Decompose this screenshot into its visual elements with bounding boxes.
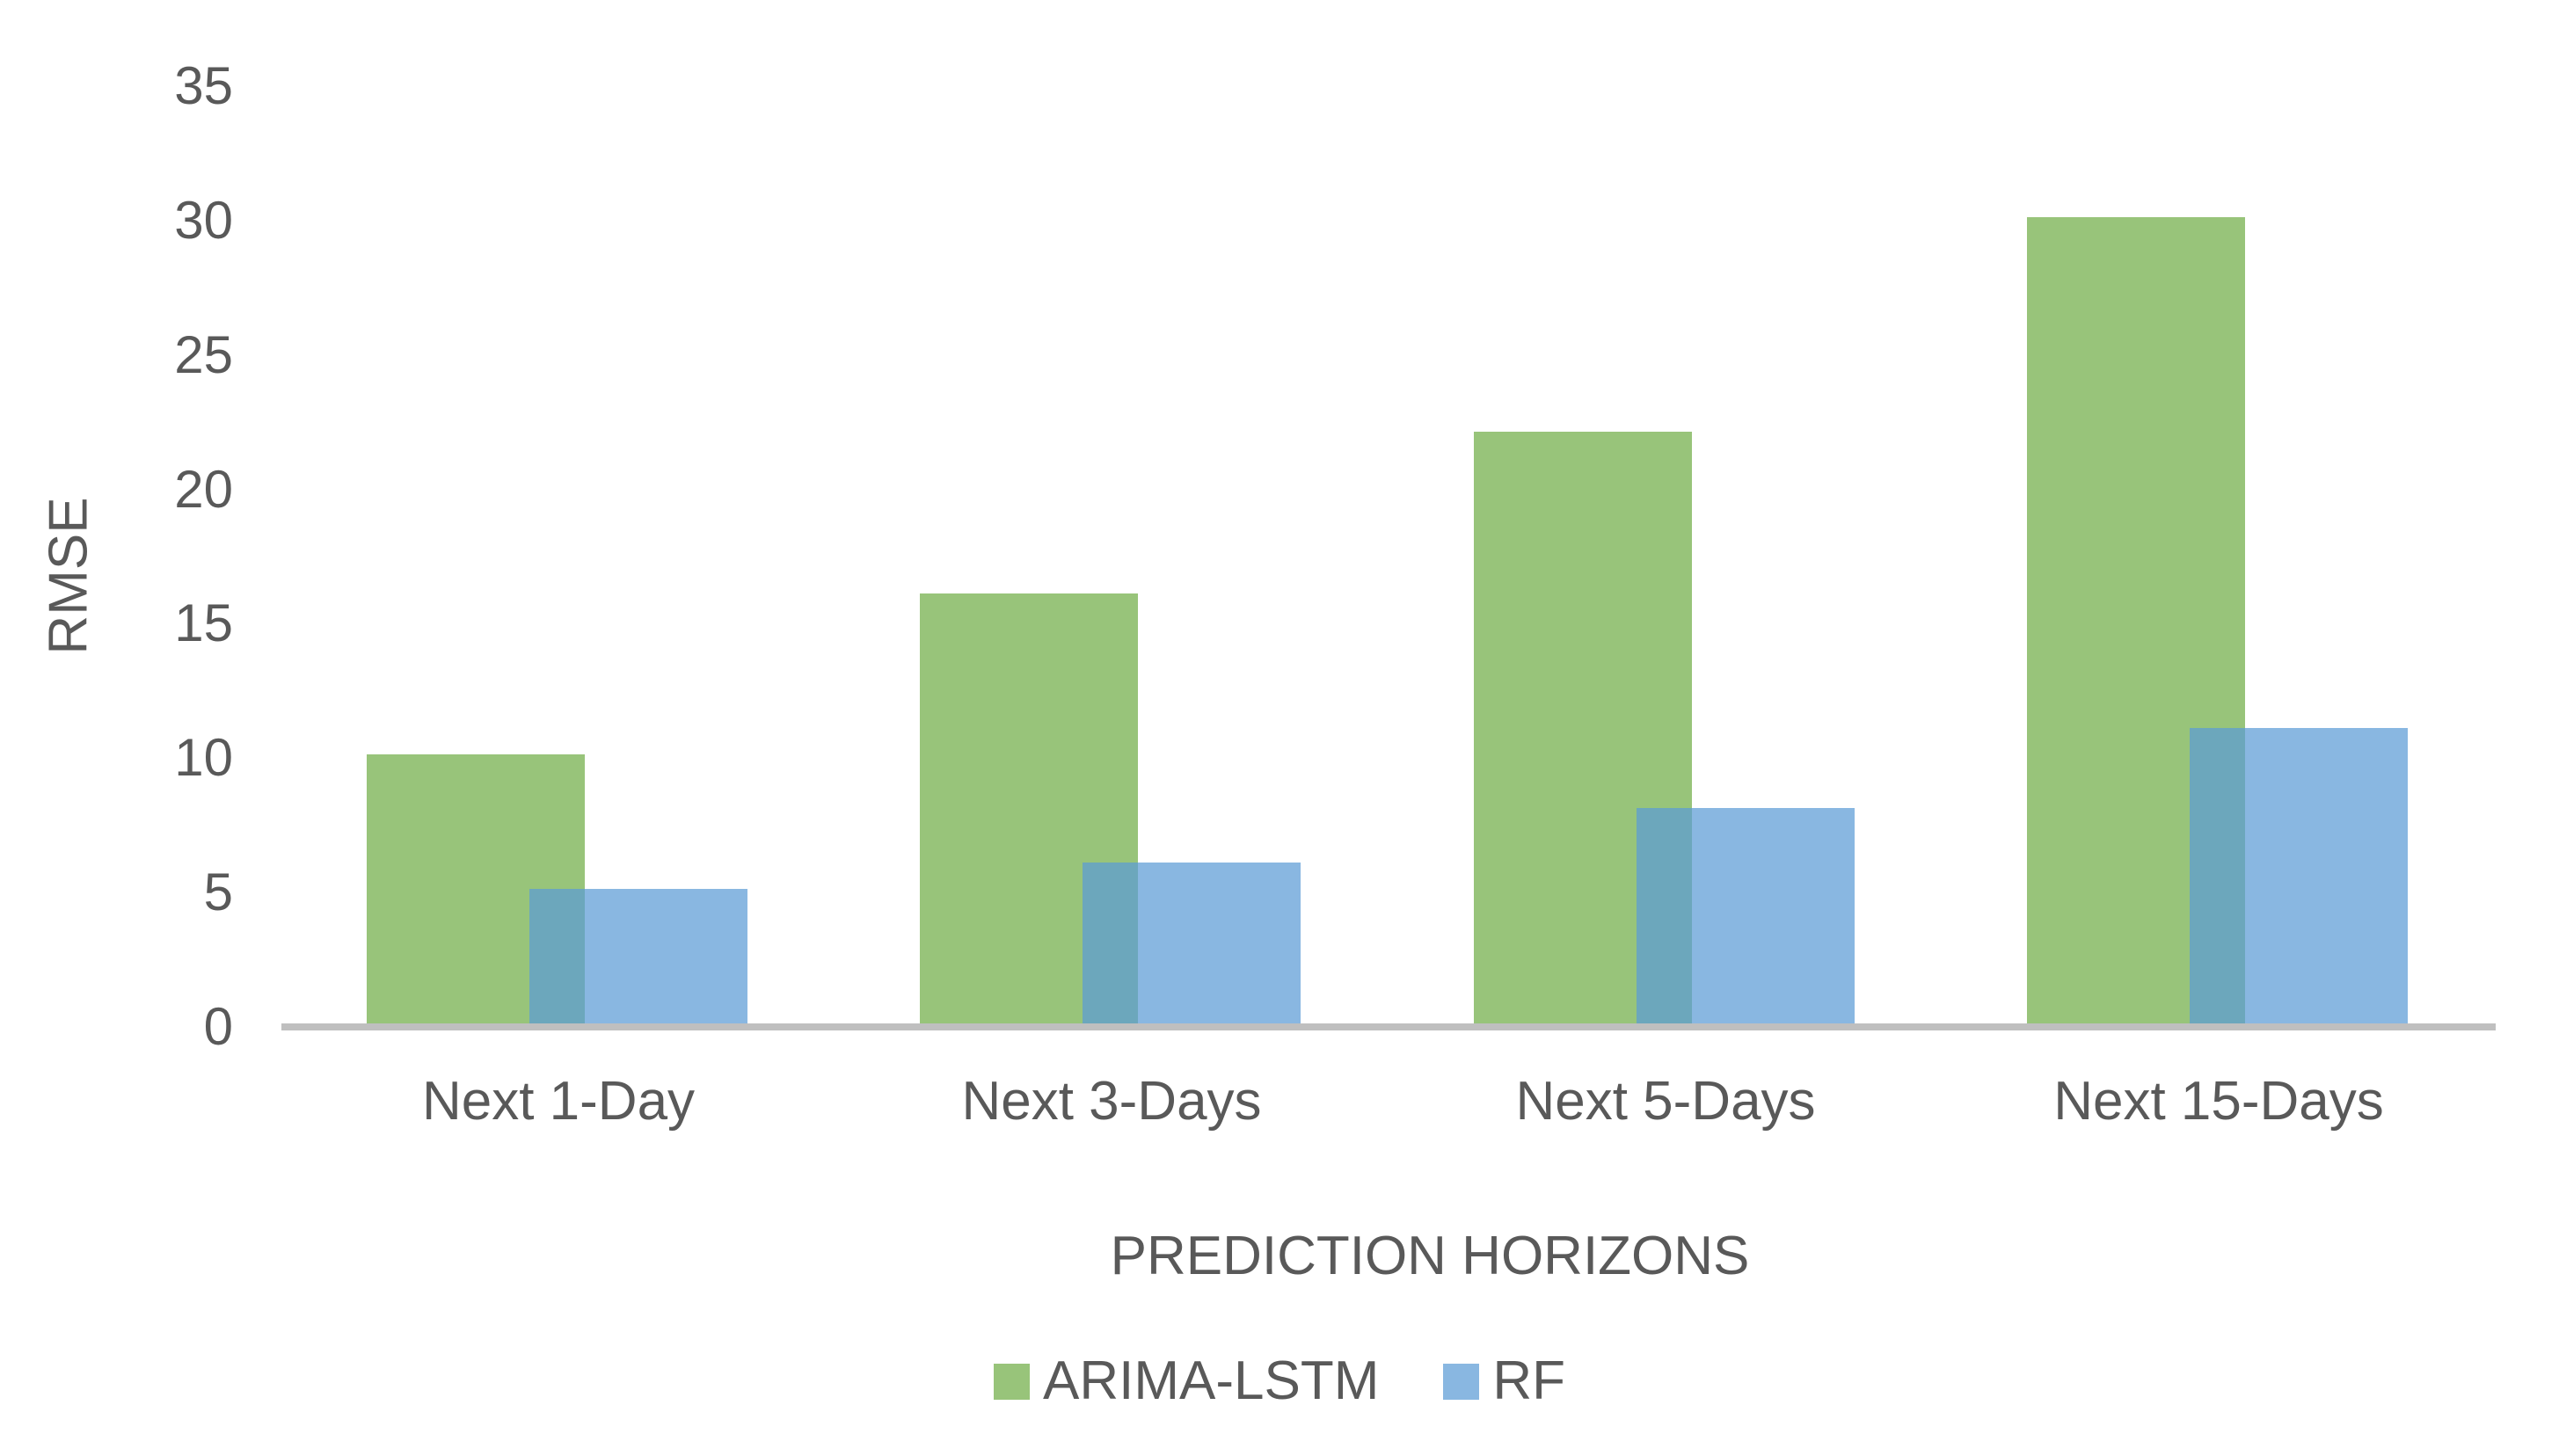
- y-tick-label-10: 10: [174, 728, 233, 788]
- bar-rf-next-5-days: [1637, 808, 1855, 1023]
- y-tick-label-20: 20: [174, 459, 233, 519]
- y-tick-label-35: 35: [174, 56, 233, 116]
- legend-label-arima-lstm: ARIMA-LSTM: [1042, 1350, 1380, 1411]
- x-axis-line: [281, 1023, 2496, 1030]
- x-axis-title: PREDICTION HORIZONS: [1110, 1226, 1750, 1286]
- legend-item-arima-lstm: ARIMA-LSTM: [993, 1350, 1380, 1411]
- y-tick-label-30: 30: [174, 190, 233, 250]
- bar-rf-next-1-day: [529, 889, 747, 1023]
- bar-rf-next-3-days: [1083, 863, 1301, 1023]
- legend-item-rf: RF: [1443, 1354, 1565, 1409]
- y-tick-label-0: 0: [203, 997, 233, 1056]
- legend-swatch-arima-lstm: [993, 1363, 1030, 1400]
- category-label-next-5-days: Next 5-Days: [1515, 1071, 1816, 1132]
- legend: ARIMA-LSTM RF: [0, 1354, 2559, 1409]
- y-tick-label-5: 5: [203, 863, 233, 922]
- category-label-next-15-days: Next 15-Days: [2053, 1071, 2384, 1132]
- category-label-next-1-day: Next 1-Day: [421, 1071, 696, 1132]
- y-tick-label-15: 15: [174, 593, 233, 653]
- y-tick-label-25: 25: [174, 324, 233, 384]
- legend-swatch-rf: [1443, 1363, 1480, 1400]
- bar-rf-next-15-days: [2190, 728, 2408, 1023]
- category-label-next-3-days: Next 3-Days: [961, 1071, 1262, 1132]
- legend-label-rf: RF: [1492, 1350, 1565, 1411]
